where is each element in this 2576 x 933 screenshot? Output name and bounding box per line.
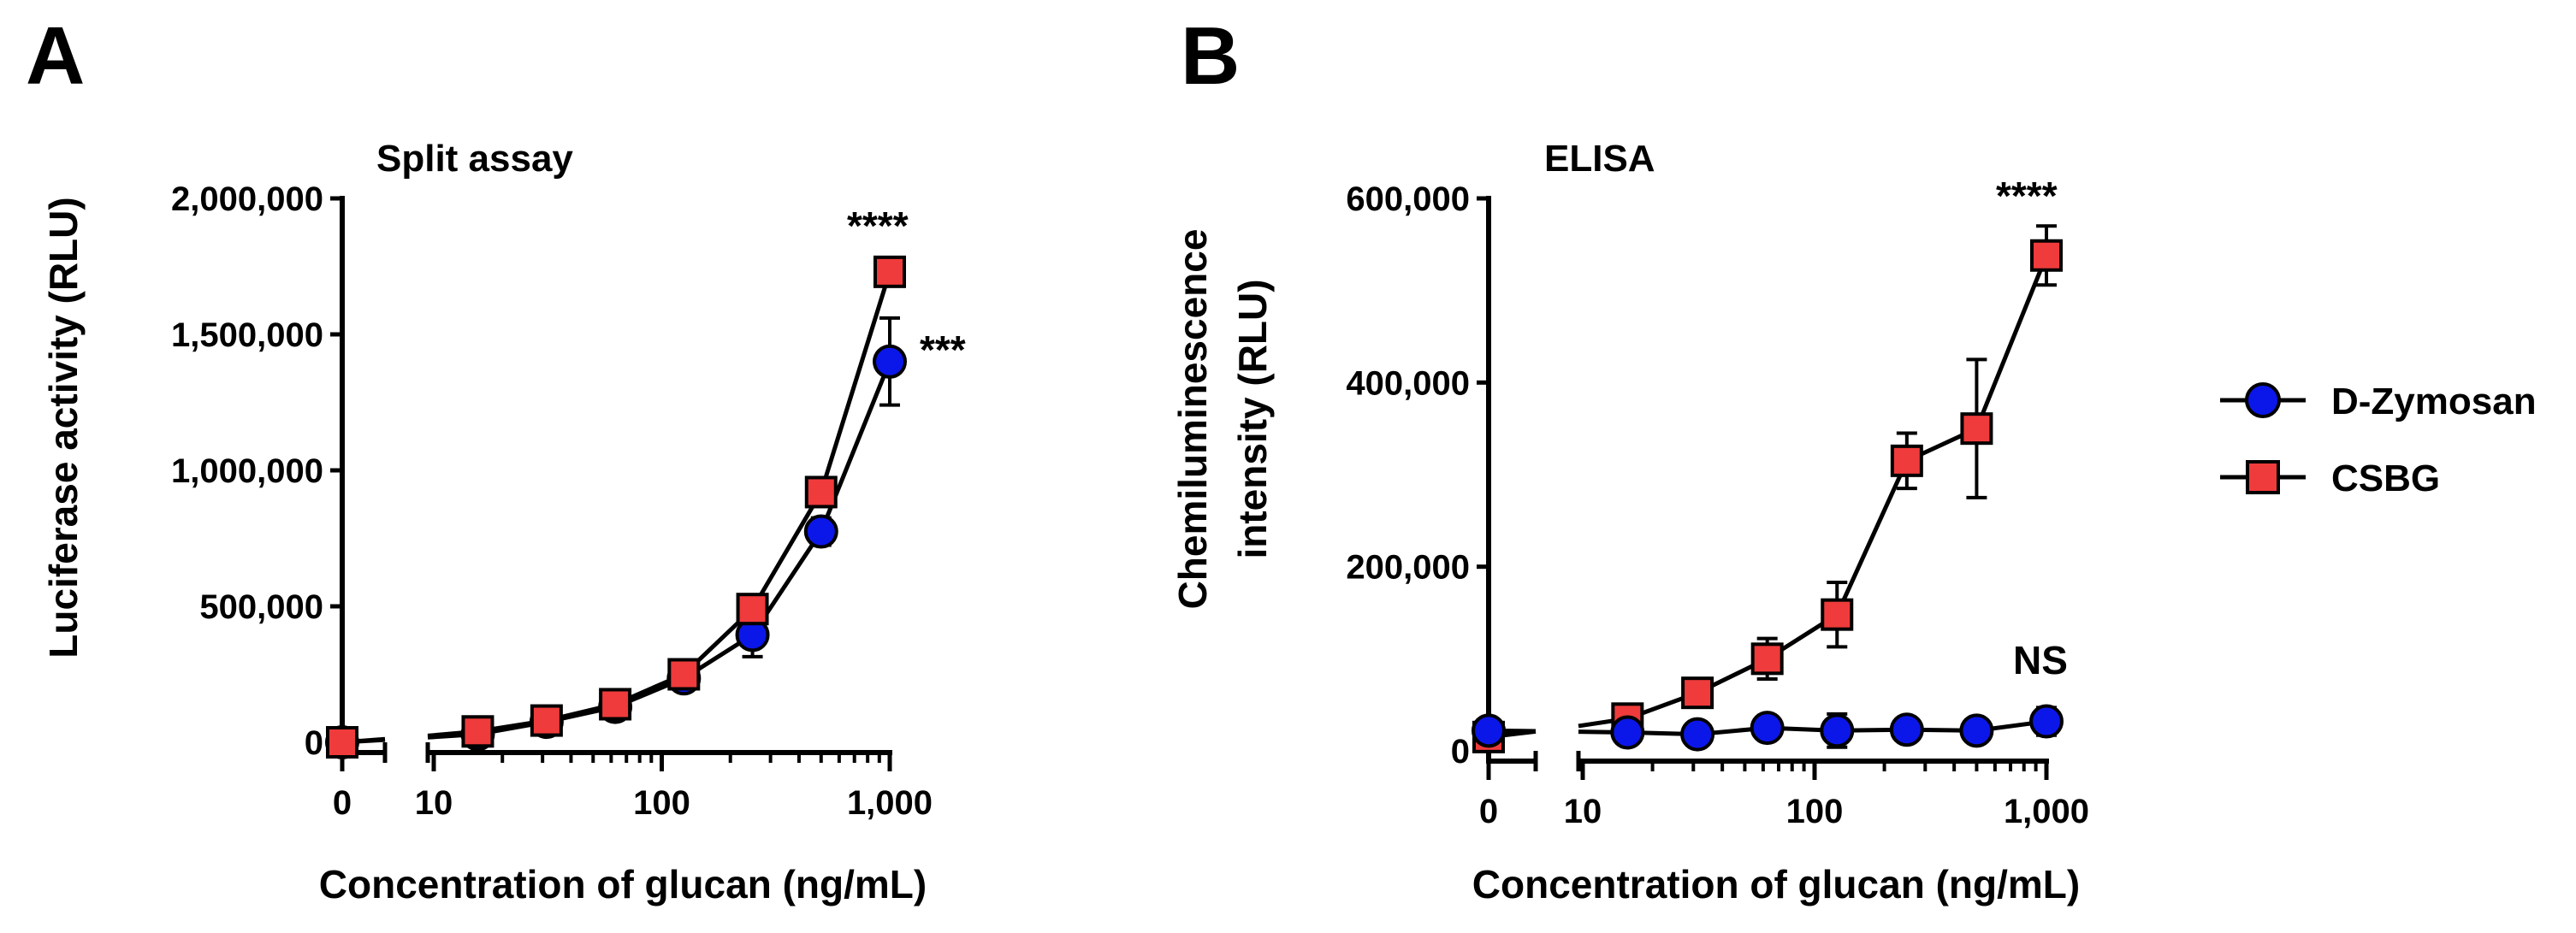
data-point-b-d-zymosan-3 xyxy=(1750,711,1785,746)
y-tick-label-a-2: 1,000,000 xyxy=(171,452,323,490)
y-axis-title-a: Luciferase activity (RLU) xyxy=(41,197,86,658)
data-point-a-d-zymosan-6 xyxy=(803,514,838,549)
series-a xyxy=(325,255,907,759)
data-point-b-csbg-7 xyxy=(2030,239,2063,272)
data-point-b-d-zymosan-6 xyxy=(1959,713,1994,748)
data-point-b-d-zymosan-5 xyxy=(1889,712,1924,747)
x-axis-title-a: Concentration of glucan (ng/mL) xyxy=(319,862,927,906)
y-tick-label-a-0: 0 xyxy=(305,724,323,762)
data-point-a-csbg-0 xyxy=(326,726,358,759)
y-tick-label-a-4: 2,000,000 xyxy=(171,180,323,218)
x-tick-label-b-0: 0 xyxy=(1479,793,1498,830)
plot-title-b: ELISA xyxy=(1544,138,1655,180)
panel-letter-a: A xyxy=(26,10,85,102)
plot-title-a: Split assay xyxy=(376,138,573,180)
data-point-b-csbg-2 xyxy=(1681,676,1714,710)
x-axis-title-b: Concentration of glucan (ng/mL) xyxy=(1472,862,2080,906)
data-point-b-csbg-3 xyxy=(1750,642,1784,676)
series-b xyxy=(1472,224,2064,753)
data-point-b-d-zymosan-0 xyxy=(1472,713,1506,748)
data-point-a-csbg-3 xyxy=(599,688,632,721)
panel-b: B ELISA Chemiluminescence intensity (RLU… xyxy=(1170,10,2089,906)
legend-label-zymosan: D-Zymosan xyxy=(2331,381,2537,422)
panel-letter-b: B xyxy=(1181,10,1240,102)
y-axis-title-b-line2: intensity (RLU) xyxy=(1230,279,1275,558)
y-tick-label-b-2: 400,000 xyxy=(1346,364,1470,402)
y-tick-label-b-1: 200,000 xyxy=(1346,549,1470,587)
y-tick-label-a-3: 1,500,000 xyxy=(171,316,323,354)
legend: D-Zymosan CSBG xyxy=(2220,381,2537,499)
x-tick-label-b-2: 100 xyxy=(1786,793,1844,830)
x-tick-label-b-1: 10 xyxy=(1564,793,1602,830)
data-point-b-d-zymosan-4 xyxy=(1820,713,1855,748)
x-tick-label-a-0: 0 xyxy=(333,784,352,822)
x-tick-label-b-3: 1,000 xyxy=(2004,793,2089,830)
series-line-a-d-zymosan xyxy=(427,360,892,740)
legend-label-csbg: CSBG xyxy=(2331,458,2440,499)
x-tick-label-a-1: 10 xyxy=(415,784,453,822)
data-point-a-csbg-5 xyxy=(736,593,769,626)
legend-marker-zymosan xyxy=(2245,382,2281,418)
sig-annotation-b-zymosan: NS xyxy=(2013,638,2068,682)
x-tick-label-a-2: 100 xyxy=(633,784,690,822)
sig-annotation-a-csbg: **** xyxy=(847,204,909,248)
data-point-b-d-zymosan-2 xyxy=(1680,717,1715,752)
panel-a: A Split assay Luciferase activity (RLU) … xyxy=(26,10,966,906)
data-point-b-d-zymosan-7 xyxy=(2029,704,2064,739)
data-point-a-csbg-7 xyxy=(873,255,906,288)
data-point-b-d-zymosan-1 xyxy=(1610,715,1645,750)
sig-annotation-b-csbg: **** xyxy=(1996,174,2058,218)
y-tick-label-b-3: 600,000 xyxy=(1346,180,1470,218)
axes-a: 0 500,000 1,000,000 1,500,000 2,000,000 0 10 10… xyxy=(171,180,933,822)
x-tick-label-a-3: 1,000 xyxy=(847,784,933,822)
y-axis-title-b-line1: Chemiluminescence xyxy=(1170,229,1215,610)
data-point-b-csbg-6 xyxy=(1960,412,1993,446)
data-point-a-csbg-6 xyxy=(804,475,838,509)
sig-annotation-a-zymosan: *** xyxy=(920,328,966,372)
data-point-a-d-zymosan-7 xyxy=(873,344,907,379)
data-point-a-csbg-1 xyxy=(461,715,494,748)
axes-b: 0 200,000 400,000 600,000 0 10 100 1,000 xyxy=(1346,180,2089,830)
data-point-a-csbg-4 xyxy=(667,658,701,691)
data-point-a-csbg-2 xyxy=(530,704,563,737)
data-point-b-csbg-4 xyxy=(1821,598,1854,631)
data-point-b-csbg-5 xyxy=(1890,444,1923,477)
y-tick-label-a-1: 500,000 xyxy=(199,588,323,626)
y-tick-label-b-0: 0 xyxy=(1451,733,1470,771)
legend-marker-csbg xyxy=(2246,460,2280,494)
